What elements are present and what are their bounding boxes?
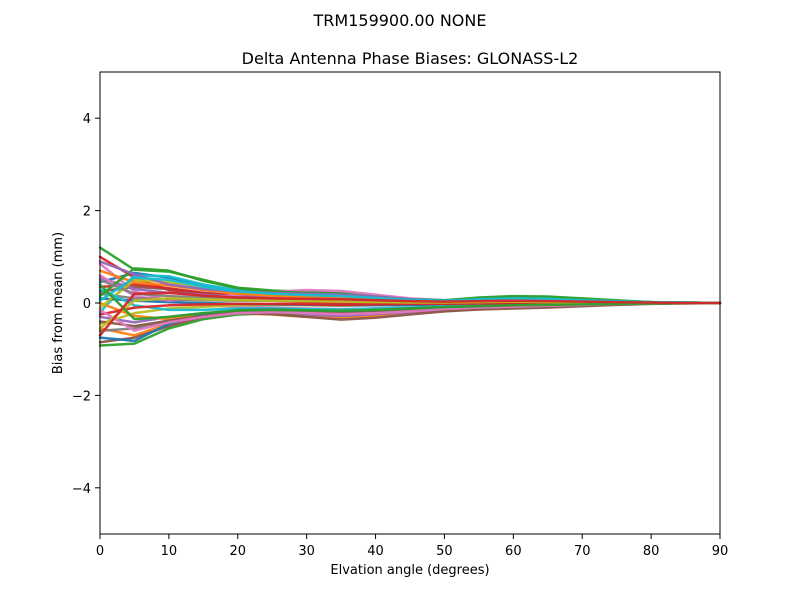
x-axis: 0 10 20 30 40 50 60 70 80 90 <box>96 534 728 559</box>
x-tick-label: 20 <box>230 544 247 559</box>
y-axis: −4 −2 0 2 4 <box>72 112 100 497</box>
y-tick-label: 0 <box>83 297 91 312</box>
y-tick-label: 4 <box>83 112 91 127</box>
x-axis-label: Elvation angle (degrees) <box>330 563 489 578</box>
y-axis-label: Bias from mean (mm) <box>51 232 66 374</box>
series-line-31 <box>98 283 722 321</box>
y-tick-label: −2 <box>72 389 91 404</box>
x-tick-label: 0 <box>96 544 104 559</box>
x-tick-label: 70 <box>574 544 591 559</box>
chart-title: Delta Antenna Phase Biases: GLONASS-L2 <box>242 49 579 68</box>
x-tick-label: 50 <box>436 544 453 559</box>
x-tick-label: 40 <box>367 544 384 559</box>
y-tick-label: 2 <box>83 205 91 220</box>
y-tick-label: −4 <box>72 482 91 497</box>
x-tick-label: 10 <box>161 544 178 559</box>
x-tick-label: 30 <box>298 544 315 559</box>
x-tick-label: 80 <box>643 544 660 559</box>
series-layer <box>98 246 722 347</box>
x-tick-label: 60 <box>505 544 522 559</box>
figure-suptitle: TRM159900.00 NONE <box>313 11 487 30</box>
x-tick-label: 90 <box>712 544 729 559</box>
series-line-32 <box>98 291 722 337</box>
